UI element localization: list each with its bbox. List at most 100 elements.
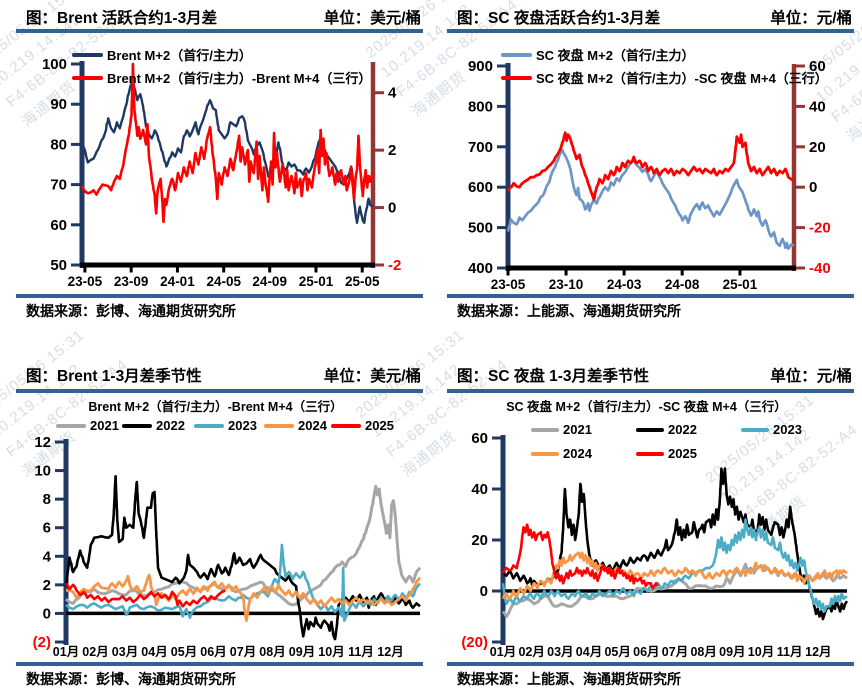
- series-line-2023: [502, 518, 848, 613]
- x-tick-label: 24-03: [607, 277, 642, 292]
- legend-swatch: [331, 423, 361, 428]
- legend-item-sc-m-2-sc-m-4-: SC 夜盘 M+2（首行/主力）-SC 夜盘 M+4（三行）: [501, 68, 828, 87]
- x-tick-label: 06月: [200, 645, 226, 659]
- left-axis-tick-label: 600: [468, 179, 493, 196]
- title-rule: [16, 29, 423, 33]
- chart-panel-sc-seasonal: 图：SC 夜盘 1-3月差季节性 单位：元/桶 SC 夜盘 M+2（首行/主力）…: [431, 352, 862, 699]
- x-tick-label: 10月: [318, 645, 344, 659]
- left-axis-tick-label: 90: [50, 96, 67, 113]
- right-axis-tick-label: 60: [809, 58, 826, 75]
- x-axis-tick: [314, 267, 318, 273]
- x-tick-label: 24-09: [252, 274, 287, 289]
- series-line-brent-m-2-brent-m-4-: [81, 62, 375, 224]
- legend-swatch: [56, 423, 86, 428]
- chart-header: 图：SC 夜盘 1-3月差季节性 单位：元/桶: [457, 364, 852, 386]
- legend-swatch: [122, 423, 152, 428]
- x-tick-label: 06月: [633, 645, 659, 659]
- chart-title: 图：SC 夜盘活跃合约1-3月差: [457, 10, 661, 27]
- x-tick-label: 25-01: [723, 277, 758, 292]
- x-tick-label: 23-05: [68, 274, 103, 289]
- left-axis-tick-label: (20): [461, 634, 488, 651]
- x-tick-label: 12月: [377, 645, 403, 659]
- x-tick-label: 11月: [348, 645, 374, 659]
- legend-swatch: [72, 52, 103, 57]
- left-axis-tick-label: 400: [468, 260, 493, 277]
- left-axis-tick-label: 60: [50, 217, 67, 234]
- chart-header: 图：SC 夜盘活跃合约1-3月差 单位：元/桶: [457, 6, 852, 28]
- x-tick-label: 09月: [719, 645, 745, 659]
- legend-swatch: [501, 75, 532, 80]
- chart-canvas: 900 800 700 600 500 400 60 40 20 0 -20 -40 23-05 23-1…: [468, 58, 831, 292]
- source-rule: [447, 662, 854, 666]
- x-tick-label: 08月: [690, 645, 716, 659]
- series-line-2025: [65, 582, 226, 608]
- left-axis-tick-label: 20: [471, 532, 488, 549]
- chart-header: 图：Brent 1-3月差季节性 单位：美元/桶: [26, 364, 421, 386]
- title-rule: [16, 389, 423, 393]
- left-axis-tick-label: 0: [480, 583, 488, 600]
- chart-title: 图：Brent 活跃合约1-3月差: [26, 10, 218, 27]
- legend-swatch: [264, 423, 294, 428]
- legend-item-2023: 2023: [741, 422, 802, 437]
- x-tick-label: 25-05: [345, 274, 380, 289]
- left-axis-tick-label: 40: [471, 481, 488, 498]
- x-tick-label: 07月: [662, 645, 688, 659]
- chart-canvas: 100 90 80 70 60 50 4 2 0 -2 23-05 23-09 24-01 24-05 24…: [42, 56, 401, 289]
- chart-header: 图：Brent 活跃合约1-3月差 单位：美元/桶: [26, 6, 421, 28]
- x-tick-label: 07月: [230, 645, 256, 659]
- legend-swatch: [636, 427, 664, 432]
- legend-swatch: [72, 75, 103, 80]
- x-axis-tick: [83, 267, 87, 273]
- right-axis-tick-label: 20: [809, 139, 826, 156]
- left-axis-tick-label: 900: [468, 58, 493, 75]
- series-line-2025: [502, 523, 659, 590]
- left-axis-tick-label: 0: [43, 605, 51, 622]
- x-tick-label: 04月: [141, 645, 167, 659]
- x-tick-label: 05月: [604, 645, 630, 659]
- left-axis-tick-label: 800: [468, 98, 493, 115]
- source-rule: [16, 662, 423, 666]
- legend-swatch: [741, 427, 769, 432]
- legend-item-2021: 2021: [531, 422, 592, 437]
- x-tick-label: 12月: [805, 645, 831, 659]
- x-axis-tick: [222, 267, 226, 273]
- right-axis-tick-label: 40: [809, 98, 826, 115]
- legend-label: 2024: [298, 418, 327, 433]
- left-axis-tick-label: (2): [33, 634, 51, 651]
- x-tick-label: 25-01: [299, 274, 334, 289]
- left-axis-tick-label: 70: [50, 177, 67, 194]
- x-tick-label: 05月: [171, 645, 197, 659]
- data-source: 数据来源：彭博、海通期货研究所: [26, 303, 236, 319]
- x-tick-label: 02月: [82, 645, 108, 659]
- legend-label: 2023: [773, 422, 802, 437]
- series-line-2021: [65, 484, 422, 607]
- legend-item-2022: 2022: [636, 422, 697, 437]
- title-rule: [447, 389, 854, 393]
- left-axis-tick-label: 60: [471, 430, 488, 447]
- right-axis-tick-label: -40: [809, 260, 831, 277]
- series-line-2023: [65, 543, 422, 622]
- right-axis-tick-label: 0: [809, 179, 817, 196]
- x-axis-tick: [564, 270, 568, 276]
- right-axis-tick-label: -20: [809, 220, 831, 237]
- left-axis-tick-label: 80: [50, 136, 67, 153]
- data-source: 数据来源：上能源、海通期货研究所: [457, 303, 681, 319]
- x-tick-label: 23-05: [491, 277, 526, 292]
- x-tick-label: 24-01: [160, 274, 195, 289]
- legend-label: 2024: [563, 446, 592, 461]
- source-rule: [16, 294, 423, 298]
- legend-label: Brent M+2（首行/主力）: [107, 48, 252, 63]
- left-axis-tick-label: 4: [43, 548, 52, 565]
- x-tick-label: 04月: [576, 645, 602, 659]
- x-axis-tick: [129, 267, 133, 273]
- chart-panel-sc-active: 图：SC 夜盘活跃合约1-3月差 单位：元/桶 900 800 700 600 500 4…: [431, 0, 862, 352]
- chart-unit: 单位：元/桶: [770, 368, 852, 385]
- x-axis-tick: [738, 270, 742, 276]
- x-tick-label: 03月: [112, 645, 138, 659]
- left-axis-tick-label: 50: [50, 257, 67, 274]
- x-tick-label: 02月: [518, 645, 544, 659]
- legend-label: 2022: [156, 418, 185, 433]
- left-axis-tick-label: 500: [468, 220, 493, 237]
